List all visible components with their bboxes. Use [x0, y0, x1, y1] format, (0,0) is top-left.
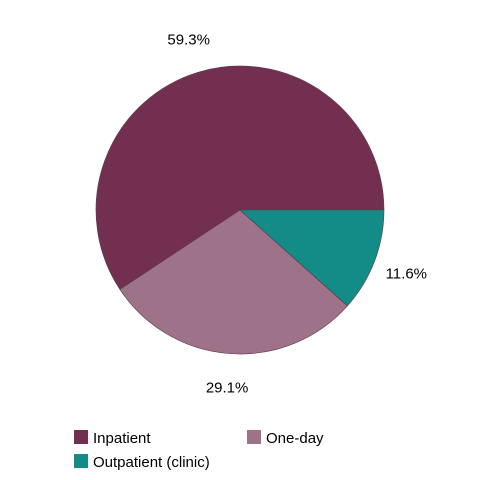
legend-swatch-outpatient-clinic: [74, 454, 88, 468]
legend-label-outpatient-clinic: Outpatient (clinic): [93, 454, 210, 471]
legend-swatch-inpatient: [74, 430, 88, 444]
slice-labels: 59.3% 29.1% 11.6%: [167, 32, 427, 397]
legend-label-one-day: One-day: [266, 430, 324, 447]
pie-slice-one-day: [119, 209, 348, 355]
legend: Inpatient One-day Outpatient (clinic): [74, 430, 324, 471]
pie-slices: [95, 65, 385, 355]
pie-slice-outpatient-clinic: [239, 209, 385, 307]
slice-label-outpatient-clinic: 11.6%: [386, 265, 427, 282]
legend-label-inpatient: Inpatient: [93, 430, 151, 447]
slice-label-one-day: 29.1%: [206, 380, 249, 397]
legend-swatch-one-day: [247, 430, 261, 444]
pie-slice-inpatient: [95, 65, 385, 290]
legend-item-inpatient: Inpatient: [74, 430, 151, 447]
slice-label-inpatient: 59.3%: [167, 32, 210, 49]
legend-item-outpatient-clinic: Outpatient (clinic): [74, 454, 210, 471]
legend-item-one-day: One-day: [247, 430, 324, 447]
